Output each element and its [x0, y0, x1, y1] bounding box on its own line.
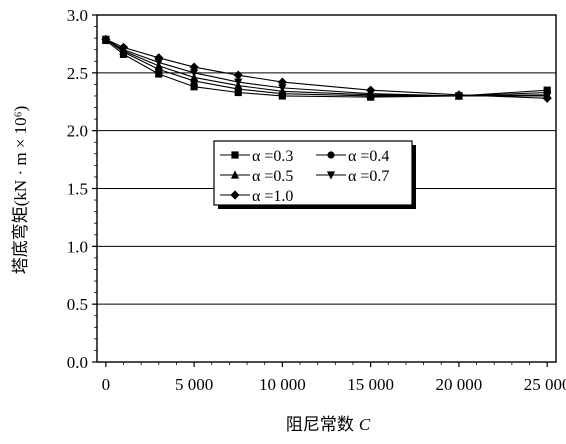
series-line [105, 38, 548, 99]
marker-diamond [118, 42, 129, 52]
marker-triangle-down [154, 58, 163, 68]
marker-diamond [542, 93, 552, 103]
x-tick-label: 0 [102, 375, 111, 394]
marker-diamond [154, 53, 164, 63]
series-2 [101, 34, 552, 100]
marker-square [190, 83, 198, 91]
series-line [105, 40, 548, 98]
x-axis-label-text: 阻尼常数 [286, 415, 354, 434]
x-axis-label: 阻尼常数 C [286, 415, 371, 434]
y-tick-label: 2.5 [67, 64, 88, 83]
marker-diamond [277, 77, 287, 87]
marker-triangle-down [326, 171, 336, 180]
x-tick-label: 5 000 [175, 375, 213, 394]
x-tick-label: 25 000 [524, 375, 566, 394]
y-axis-label: 塔底弯矩(kN · m × 10⁶) [11, 106, 30, 275]
marker-triangle-down [278, 84, 287, 93]
marker-triangle-up [230, 170, 240, 179]
y-tick-label: 1.5 [67, 180, 88, 199]
axes: 0.0 0.5 1.0 1.5 2.0 2.5 3.0 0 5 000 10 000 15 000 2… [67, 6, 566, 394]
marker-diamond [454, 90, 464, 100]
legend-label: α =0.5 [252, 168, 293, 185]
marker-diamond [101, 34, 111, 44]
series-line [105, 38, 548, 97]
marker-diamond [233, 70, 243, 80]
series-1 [102, 35, 551, 100]
series-lines [101, 34, 552, 103]
marker-square [231, 151, 239, 159]
y-tick-label: 0.5 [67, 295, 88, 314]
x-axis-label-var: C [359, 415, 371, 434]
marker-diamond [366, 85, 376, 95]
y-tick-label: 3.0 [67, 6, 88, 25]
marker-circle [327, 151, 335, 159]
series-3 [101, 35, 552, 101]
series-line [105, 38, 548, 97]
series-4 [101, 34, 552, 103]
legend-label: α =0.4 [348, 148, 389, 165]
legend-label: α =0.7 [348, 168, 389, 185]
marker-triangle-down [234, 78, 243, 87]
legend-item-4: α =1.0 [220, 188, 293, 205]
x-tick-label: 10 000 [259, 375, 306, 394]
legend-item-2: α =0.5 [220, 168, 293, 185]
legend-label: α =1.0 [252, 188, 293, 205]
y-tick-label: 2.0 [67, 122, 88, 141]
legend-item-0: α =0.3 [220, 148, 293, 165]
marker-square [155, 70, 163, 78]
legend-item-1: α =0.4 [316, 148, 389, 165]
x-tick-label: 15 000 [347, 375, 394, 394]
legend-box [213, 140, 413, 206]
marker-diamond [189, 62, 199, 72]
series-line [105, 38, 548, 97]
legend-item-3: α =0.7 [316, 168, 389, 185]
marker-triangle-down [189, 69, 199, 78]
legend-label: α =0.3 [252, 148, 293, 165]
marker-diamond [230, 190, 240, 200]
y-tick-label: 1.0 [67, 237, 88, 256]
y-tick-label: 0.0 [67, 353, 88, 372]
legend: α =0.3 α =0.4 α =0.5 α =0.7 α =1.0 [213, 140, 416, 209]
x-tick-label: 20 000 [436, 375, 483, 394]
